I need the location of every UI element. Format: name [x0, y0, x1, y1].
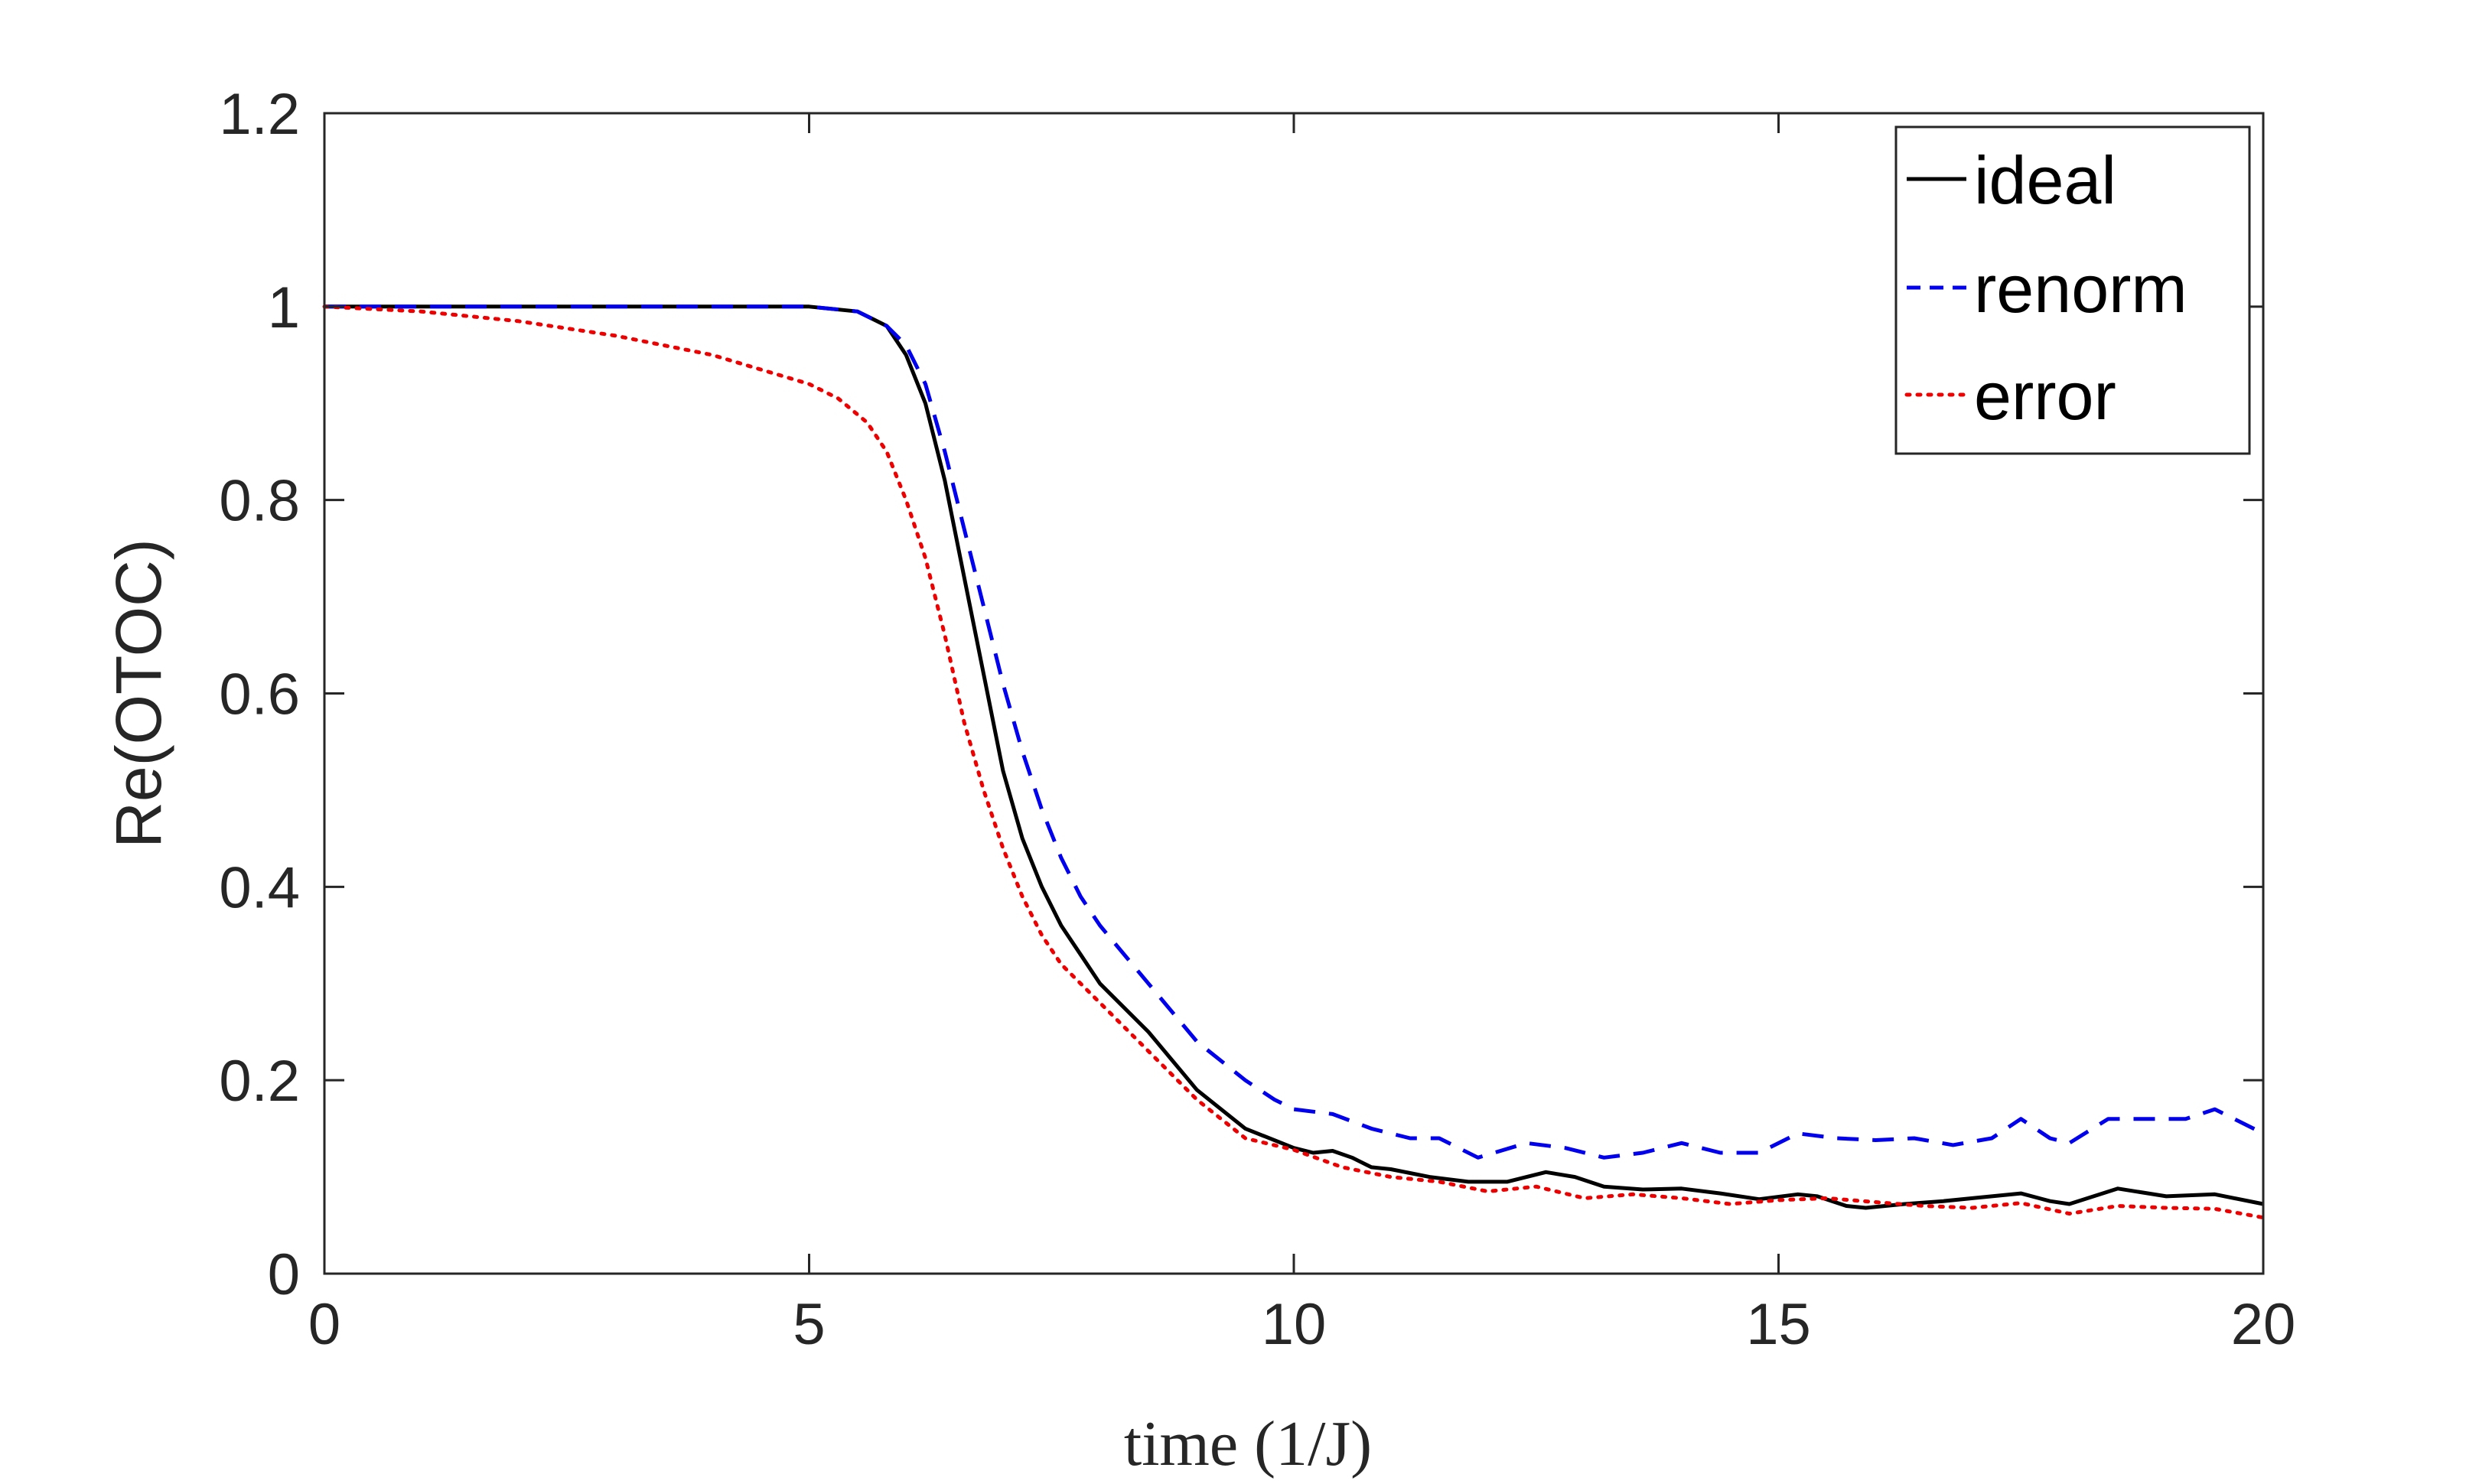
y-tick-label: 1	[268, 275, 300, 340]
series-line-error	[322, 304, 2266, 1220]
x-tick-label: 15	[1746, 1292, 1811, 1357]
y-tick-label: 0.8	[219, 469, 300, 534]
y-tick-label: 0	[268, 1242, 300, 1307]
legend-box	[1894, 125, 2251, 455]
x-tick-label: 0	[308, 1292, 340, 1357]
legend-label-ideal: ideal	[1974, 142, 2116, 218]
legend-entries: ideal renorm error	[1904, 142, 2187, 434]
x-tick-label: 5	[793, 1292, 825, 1357]
legend: ideal renorm error	[1894, 125, 2251, 455]
y-tick-label: 0.4	[219, 855, 300, 920]
ticks-layer: 0 5 10 15 20 0 0.2 0.4 0.6 0.8 1 1.2	[219, 82, 2295, 1357]
legend-label-renorm: renorm	[1974, 251, 2187, 327]
x-tick-label: 10	[1262, 1292, 1327, 1357]
series-line-renorm	[324, 304, 2265, 1160]
x-tick-label: 20	[2231, 1292, 2296, 1357]
x-axis-label: time (1/J)	[1124, 1408, 1372, 1479]
series-layer	[322, 304, 2266, 1220]
y-tick-label: 0.2	[219, 1049, 300, 1114]
series-line-ideal	[324, 304, 2264, 1210]
y-tick-label: 0.6	[219, 662, 300, 727]
y-tick-label: 1.2	[219, 82, 300, 147]
legend-label-error: error	[1974, 358, 2116, 434]
y-axis-label: Re(OTOC)	[103, 539, 174, 848]
